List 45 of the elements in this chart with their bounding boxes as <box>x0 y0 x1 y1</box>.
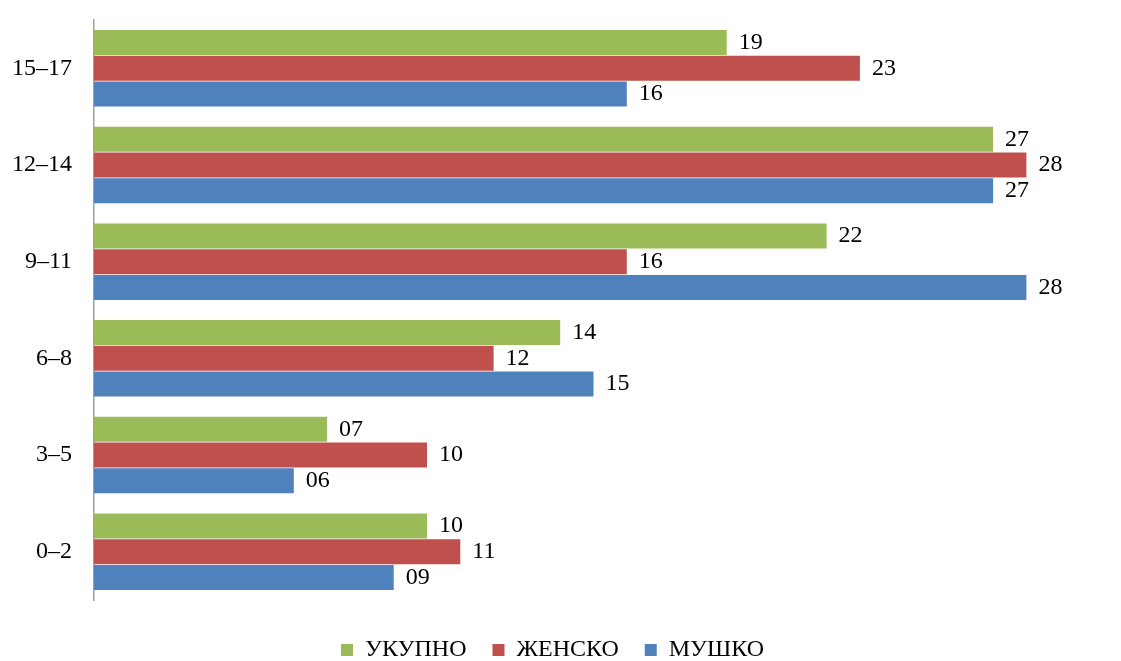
data-label: 16 <box>638 246 663 273</box>
bar <box>94 81 627 107</box>
data-label: 16 <box>638 79 663 106</box>
legend-label: УКУПНО <box>364 635 467 661</box>
y-tick-label: 12–14 <box>12 150 72 177</box>
data-label: 15 <box>605 369 630 396</box>
legend-label: МУШКО <box>668 635 765 661</box>
data-label: 27 <box>1005 176 1030 203</box>
data-label: 07 <box>339 414 364 441</box>
data-label: 28 <box>1038 150 1063 177</box>
y-tick-label: 3–5 <box>36 440 72 467</box>
bar <box>94 55 860 81</box>
data-label: 09 <box>405 562 430 589</box>
data-label: 10 <box>439 440 463 467</box>
bar <box>94 126 994 152</box>
bar <box>94 371 594 397</box>
data-label: 22 <box>838 221 863 248</box>
bar <box>94 30 727 56</box>
data-label: 28 <box>1038 272 1063 299</box>
legend-label: ЖЕНСКО <box>516 635 619 661</box>
data-label: 12 <box>505 343 530 370</box>
y-tick-label: 15–17 <box>12 53 72 80</box>
bar <box>94 513 427 539</box>
bar <box>94 564 394 590</box>
bar <box>94 468 294 494</box>
bar <box>94 249 627 275</box>
data-label: 14 <box>572 317 597 344</box>
y-tick-label: 9–11 <box>24 246 72 273</box>
y-tick-label: 6–8 <box>36 343 72 370</box>
bar <box>94 539 461 565</box>
data-label: 06 <box>305 466 330 493</box>
bar <box>94 320 561 346</box>
bar <box>94 223 827 249</box>
y-tick-label: 0–2 <box>36 536 72 563</box>
data-label: 19 <box>738 27 763 54</box>
data-label: 10 <box>439 511 463 538</box>
bar <box>94 416 328 442</box>
bar <box>94 274 1027 300</box>
bar <box>94 345 494 371</box>
data-label: 11 <box>472 536 496 563</box>
data-label: 23 <box>871 53 896 80</box>
bar <box>94 178 994 204</box>
bar <box>94 152 1027 178</box>
data-label: 27 <box>1005 124 1030 151</box>
bar <box>94 442 427 468</box>
